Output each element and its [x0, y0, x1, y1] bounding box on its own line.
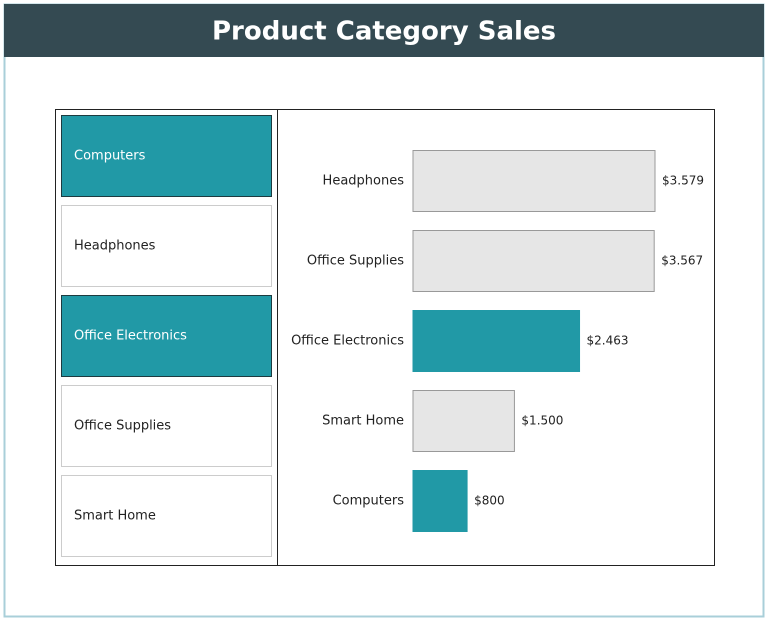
- y-tick-label: Computers: [333, 494, 405, 509]
- slicer-item[interactable]: [61, 475, 272, 557]
- y-tick-label: Office Electronics: [291, 334, 404, 349]
- bar[interactable]: [412, 310, 581, 372]
- slicer-item[interactable]: [61, 385, 272, 467]
- bar[interactable]: [412, 230, 655, 292]
- slicer-item[interactable]: [61, 205, 272, 287]
- slicer-item-label[interactable]: Office Electronics: [74, 329, 187, 344]
- data-label: $2.463: [587, 334, 629, 348]
- y-tick-label: Headphones: [323, 174, 405, 189]
- slicer-item-label[interactable]: Computers: [74, 149, 146, 164]
- slicer-item[interactable]: [61, 295, 272, 377]
- slicer-item-label[interactable]: Smart Home: [74, 509, 156, 524]
- slicer-item-label[interactable]: Office Supplies: [74, 419, 171, 434]
- bar[interactable]: [412, 150, 656, 212]
- page-title: Product Category Sales: [212, 17, 556, 47]
- data-label: $3.579: [662, 174, 704, 188]
- slicer-item[interactable]: [61, 115, 272, 197]
- data-label: $1.500: [521, 414, 563, 428]
- y-tick-label: Smart Home: [322, 414, 404, 429]
- data-label: $800: [474, 494, 505, 508]
- bar[interactable]: [412, 390, 515, 452]
- y-tick-label: Office Supplies: [307, 254, 404, 269]
- data-label: $3.567: [661, 254, 703, 268]
- bar[interactable]: [412, 470, 468, 532]
- header-bar: [4, 4, 764, 57]
- slicer-item-label[interactable]: Headphones: [74, 239, 156, 254]
